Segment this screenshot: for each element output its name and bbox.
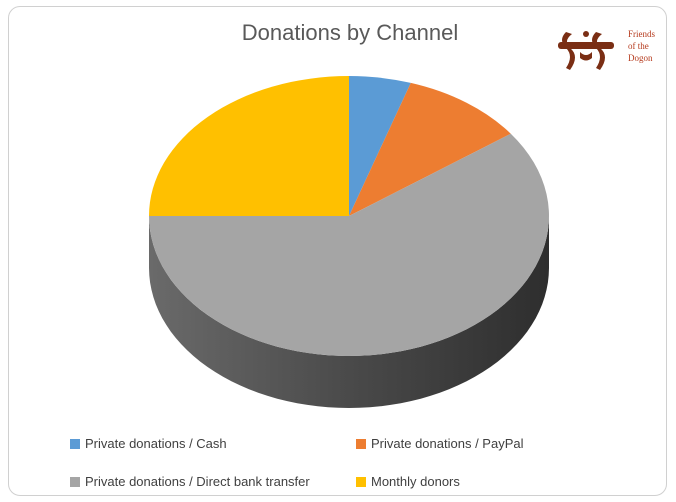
pie-slice-1	[349, 76, 411, 216]
legend-item: Private donations / Direct bank transfer	[70, 474, 310, 489]
logo-line-1: Friends	[628, 29, 655, 39]
pie-slice-2	[349, 82, 511, 217]
chart-title: Donations by Channel	[241, 20, 459, 45]
legend-item: Private donations / Cash	[70, 436, 227, 451]
pie-slice-3	[149, 133, 549, 356]
pie-slice-4	[149, 76, 349, 216]
legend-item: Monthly donors	[356, 474, 460, 489]
logo-text: Friends of the Dogon	[628, 28, 655, 64]
friends-of-the-dogon-logo	[558, 31, 614, 70]
legend-item: Private donations / PayPal	[356, 436, 523, 451]
legend-swatch	[70, 476, 80, 487]
legend-label: Private donations / Direct bank transfer	[85, 474, 310, 489]
legend-swatch	[356, 476, 366, 487]
legend-label: Private donations / Cash	[85, 436, 227, 451]
legend-swatch	[356, 438, 366, 449]
logo-line-2: of the	[628, 41, 649, 51]
logo-line-3: Dogon	[628, 53, 653, 63]
pie-side-wall	[149, 216, 549, 408]
legend-label: Monthly donors	[371, 474, 460, 489]
legend-label: Private donations / PayPal	[371, 436, 524, 451]
legend-swatch	[70, 438, 80, 449]
